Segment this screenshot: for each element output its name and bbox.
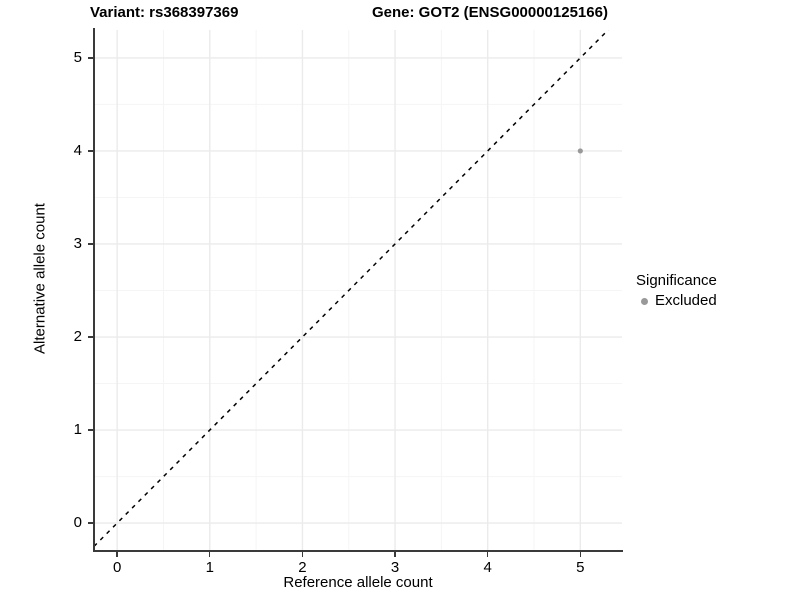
y-tick	[88, 57, 93, 59]
y-tick-label: 5	[73, 48, 82, 66]
x-tick	[116, 552, 118, 557]
x-tick-label: 0	[112, 559, 122, 576]
legend: Significance Excluded	[636, 272, 796, 310]
x-axis-line	[93, 550, 623, 552]
legend-title: Significance	[636, 272, 717, 289]
x-tick	[394, 552, 396, 557]
plot-panel	[94, 30, 622, 551]
data-point	[577, 148, 583, 154]
x-tick-label: 3	[390, 559, 400, 576]
grid-and-data-layer	[94, 30, 622, 551]
x-axis-title: Reference allele count	[283, 574, 433, 591]
legend-item[interactable]: Excluded	[636, 292, 796, 310]
x-tick	[486, 552, 489, 557]
gene-title: Gene: GOT2 (ENSG00000125166)	[372, 4, 608, 21]
identity-line	[94, 30, 610, 547]
x-tick-label: 5	[576, 559, 585, 576]
y-tick	[88, 243, 93, 245]
y-tick	[88, 522, 93, 524]
y-axis-title: Alternative allele count	[31, 203, 49, 354]
x-tick	[209, 552, 211, 557]
x-tick	[579, 552, 581, 557]
y-tick-label: 0	[73, 514, 82, 532]
legend-entries: Excluded	[636, 292, 796, 310]
y-tick-label: 3	[73, 234, 82, 252]
y-tick	[88, 150, 93, 152]
y-tick-label: 1	[73, 421, 82, 439]
y-tick-labels: 0 1 2 3 4 5	[60, 0, 82, 600]
y-tick	[88, 429, 93, 431]
legend-item-label: Excluded	[655, 292, 717, 309]
legend-dot-icon	[636, 293, 652, 309]
y-tick-label: 4	[73, 141, 82, 159]
x-tick-label: 1	[205, 559, 214, 576]
y-axis-line	[93, 28, 95, 552]
variant-title: Variant: rs368397369	[90, 4, 239, 21]
y-tick	[88, 336, 93, 338]
y-tick-label: 2	[73, 328, 82, 346]
x-tick-label: 4	[483, 559, 492, 576]
x-tick	[301, 552, 304, 557]
x-tick-label: 2	[298, 559, 307, 576]
chart-title-row: Variant: rs368397369 Gene: GOT2 (ENSG000…	[0, 4, 740, 26]
